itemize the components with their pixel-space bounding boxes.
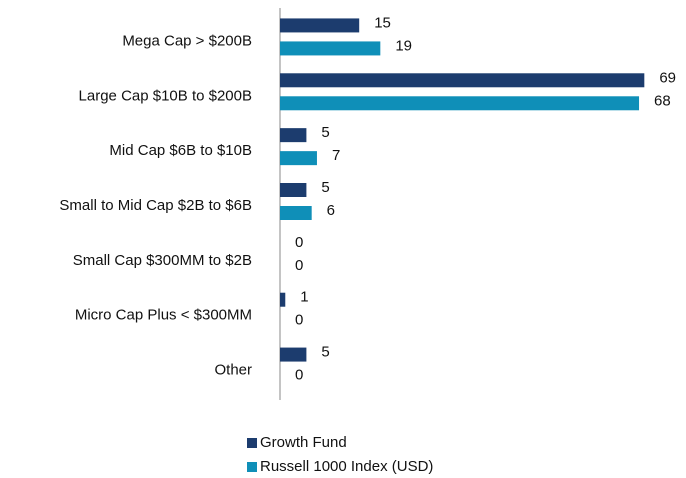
bar [280,73,645,88]
y-tick-label: Small to Mid Cap $2B to $6B [59,197,252,214]
value-label: 0 [295,367,303,384]
y-tick-label: Micro Cap Plus < $300MM [75,307,252,324]
value-label: 0 [295,257,303,274]
value-label: 1 [300,289,308,306]
value-label: 0 [295,234,303,251]
bar [280,151,317,166]
bar [280,18,360,33]
y-tick-label: Mega Cap > $200B [122,32,252,49]
legend-label: Growth Fund [260,434,347,451]
y-tick-label: Other [214,362,252,379]
value-label: 68 [654,92,671,109]
legend-swatch [247,462,257,472]
y-tick-label: Mid Cap $6B to $10B [109,142,252,159]
legend-label: Russell 1000 Index (USD) [260,458,433,475]
y-tick-label: Small Cap $300MM to $2B [73,252,252,269]
bar [280,292,286,307]
value-label: 15 [374,14,391,31]
bar [280,41,381,56]
value-label: 5 [321,124,329,141]
bar [280,183,307,197]
value-label: 6 [327,202,335,219]
value-label: 0 [295,312,303,329]
legend-swatch [247,438,257,448]
bar [280,128,307,143]
value-label: 5 [321,344,329,361]
value-label: 5 [321,179,329,196]
bar [280,96,640,111]
bar [280,206,312,220]
value-label: 19 [395,37,412,54]
y-tick-label: Large Cap $10B to $200B [79,87,252,104]
value-label: 69 [659,69,676,86]
value-label: 7 [332,147,340,164]
bar [280,347,307,362]
